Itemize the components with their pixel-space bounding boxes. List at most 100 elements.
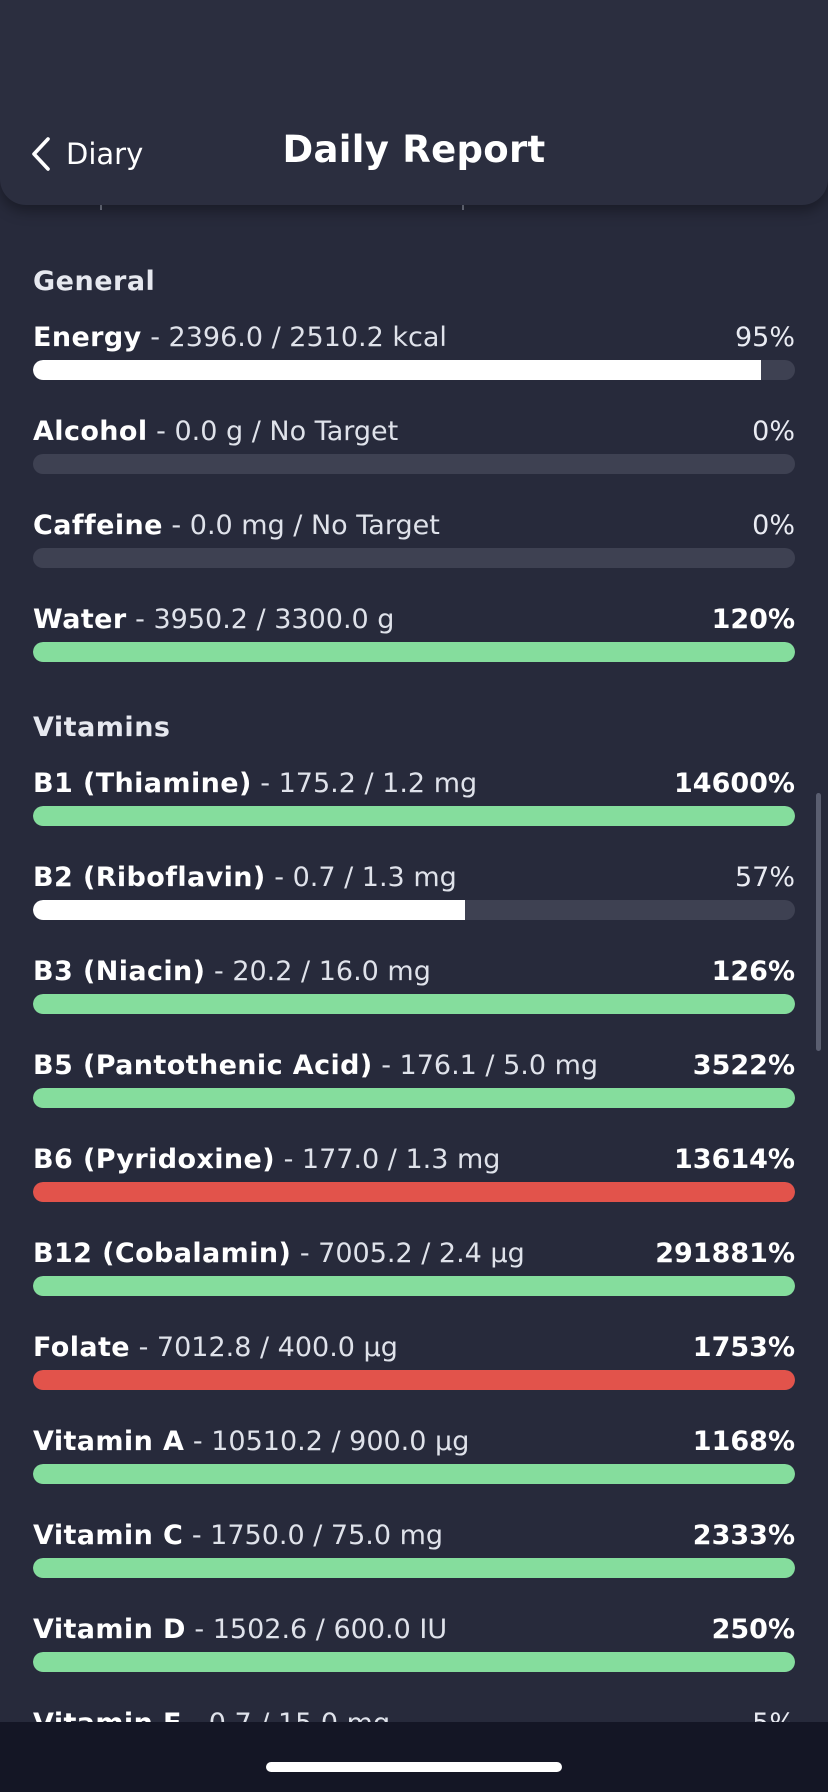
progress-track <box>33 1182 795 1202</box>
nutrient-separator: - <box>141 322 169 353</box>
nutrient-amount: 0.7 / 1.3 mg <box>292 862 457 893</box>
back-to-diary-button[interactable]: Diary <box>30 130 143 178</box>
nutrient-amount: 0.0 g / No Target <box>174 416 399 447</box>
progress-fill <box>33 1088 795 1108</box>
nutrient-label: B6 (Pyridoxine) - 177.0 / 1.3 mg <box>33 1144 795 1180</box>
nutrient-separator: - <box>265 862 293 893</box>
nutrient-percent: 0% <box>752 510 795 541</box>
nutrient-amount: 0.0 mg / No Target <box>189 510 440 541</box>
nutrient-percent: 120% <box>711 604 795 635</box>
nutrient-separator: - <box>126 604 154 635</box>
back-label: Diary <box>66 137 144 171</box>
nutrient-row[interactable]: Vitamin A - 10510.2 / 900.0 µg 1168% <box>33 1426 795 1488</box>
nutrient-amount: 175.2 / 1.2 mg <box>278 768 478 799</box>
nutrient-separator: - <box>182 1708 209 1722</box>
nutrient-name: Vitamin A <box>33 1426 185 1457</box>
nutrient-row[interactable]: Alcohol - 0.0 g / No Target 0% <box>33 416 795 478</box>
nutrient-separator: - <box>183 1520 211 1551</box>
nutrient-separator: - <box>185 1614 213 1645</box>
nutrient-name: Folate <box>33 1332 130 1363</box>
section-title-vitamins: Vitamins <box>33 712 171 743</box>
nutrient-percent: 3522% <box>692 1050 795 1081</box>
nutrient-row[interactable]: Vitamin C - 1750.0 / 75.0 mg 2333% <box>33 1520 795 1582</box>
nutrient-row[interactable]: Folate - 7012.8 / 400.0 µg 1753% <box>33 1332 795 1394</box>
home-indicator[interactable] <box>266 1762 562 1772</box>
nutrient-name: Alcohol <box>33 416 148 447</box>
nutrient-percent: 1168% <box>692 1426 795 1457</box>
nutrient-label: Vitamin A - 10510.2 / 900.0 µg <box>33 1426 795 1462</box>
nutrient-name: Vitamin C <box>33 1520 184 1551</box>
nutrient-percent: 2333% <box>692 1520 795 1551</box>
nutrient-row[interactable]: B5 (Pantothenic Acid) - 176.1 / 5.0 mg 35… <box>33 1050 795 1112</box>
nutrient-label: Caffeine - 0.0 mg / No Target <box>33 510 795 546</box>
progress-track <box>33 900 795 920</box>
nutrient-amount: 20.2 / 16.0 mg <box>232 956 431 987</box>
nutrient-row[interactable]: B2 (Riboflavin) - 0.7 / 1.3 mg 57% <box>33 862 795 924</box>
nutrient-amount: 2396.0 / 2510.2 kcal <box>168 322 447 353</box>
nutrient-row[interactable]: Energy - 2396.0 / 2510.2 kcal 95% <box>33 322 795 384</box>
progress-track <box>33 642 795 662</box>
nutrient-amount: 10510.2 / 900.0 µg <box>211 1426 470 1457</box>
system-bottom-bar <box>0 1722 828 1792</box>
progress-fill <box>33 1558 795 1578</box>
chevron-left-icon <box>32 137 50 171</box>
nutrient-separator: - <box>291 1238 319 1269</box>
nutrient-amount: 0.7 / 15.0 mg <box>209 1708 390 1722</box>
nutrient-amount: 1750.0 / 75.0 mg <box>210 1520 444 1551</box>
progress-fill <box>33 900 466 920</box>
nutrient-name: B6 (Pyridoxine) <box>33 1144 275 1175</box>
nutrient-separator: - <box>251 768 279 799</box>
nutrient-row[interactable]: Vitamin D - 1502.6 / 600.0 IU 250% <box>33 1614 795 1676</box>
progress-track <box>33 1464 795 1484</box>
nutrient-row[interactable]: Caffeine - 0.0 mg / No Target 0% <box>33 510 795 572</box>
progress-track <box>33 1088 795 1108</box>
nutrient-percent: 0% <box>752 416 795 447</box>
nutrient-amount: 3950.2 / 3300.0 g <box>153 604 395 635</box>
progress-track <box>33 1652 795 1672</box>
section-title-general: General <box>33 266 156 297</box>
nutrient-name: Caffeine <box>33 510 163 541</box>
nutrient-separator: - <box>372 1050 400 1081</box>
progress-fill <box>33 1182 795 1202</box>
progress-fill <box>33 1464 795 1484</box>
nutrient-label: B3 (Niacin) - 20.2 / 16.0 mg <box>33 956 795 992</box>
scrollbar[interactable] <box>816 793 821 1051</box>
nutrient-name: B1 (Thiamine) <box>33 768 252 799</box>
nutrient-name: B2 (Riboflavin) <box>33 862 266 893</box>
nutrient-label: B2 (Riboflavin) - 0.7 / 1.3 mg <box>33 862 795 898</box>
progress-track <box>33 454 795 474</box>
nutrient-label: Vitamin D - 1502.6 / 600.0 IU <box>33 1614 795 1650</box>
nutrient-separator: - <box>147 416 175 447</box>
progress-track <box>33 548 795 568</box>
nutrient-label: Energy - 2396.0 / 2510.2 kcal <box>33 322 795 358</box>
nutrient-percent: 126% <box>711 956 795 987</box>
nutrient-name: Vitamin E <box>33 1708 182 1722</box>
nutrient-name: Energy <box>33 322 142 353</box>
nutrient-percent: 250% <box>711 1614 795 1645</box>
nutrient-row[interactable]: B3 (Niacin) - 20.2 / 16.0 mg 126% <box>33 956 795 1018</box>
nutrient-separator: - <box>130 1332 157 1363</box>
nutrient-percent: 13614% <box>674 1144 795 1175</box>
nutrient-amount: 7005.2 / 2.4 µg <box>318 1238 525 1269</box>
nutrient-row[interactable]: B1 (Thiamine) - 175.2 / 1.2 mg 14600% <box>33 768 795 830</box>
nutrient-row[interactable]: B12 (Cobalamin) - 7005.2 / 2.4 µg 291881% <box>33 1238 795 1300</box>
progress-fill <box>33 806 795 826</box>
nutrient-row[interactable]: Vitamin E - 0.7 / 15.0 mg5% <box>33 1708 795 1722</box>
nutrient-separator: - <box>205 956 233 987</box>
progress-fill <box>33 1652 795 1672</box>
progress-fill <box>33 994 795 1014</box>
nutrient-label: B5 (Pantothenic Acid) - 176.1 / 5.0 mg <box>33 1050 795 1086</box>
nutrient-row[interactable]: Water - 3950.2 / 3300.0 g 120% <box>33 604 795 666</box>
nutrient-amount: 176.1 / 5.0 mg <box>399 1050 599 1081</box>
page-title: Daily Report <box>282 128 546 171</box>
nutrient-row[interactable]: B6 (Pyridoxine) - 177.0 / 1.3 mg 13614% <box>33 1144 795 1206</box>
progress-fill <box>33 360 761 380</box>
progress-track <box>33 994 795 1014</box>
report-scroll-area[interactable]: General Energy - 2396.0 / 2510.2 kcal 95%… <box>0 0 828 1722</box>
nutrient-label: Vitamin E - 0.7 / 15.0 mg <box>33 1708 795 1722</box>
progress-fill <box>33 642 795 662</box>
nutrient-percent: 14600% <box>674 768 795 799</box>
progress-track <box>33 1276 795 1296</box>
nutrient-percent: 95% <box>734 322 795 353</box>
